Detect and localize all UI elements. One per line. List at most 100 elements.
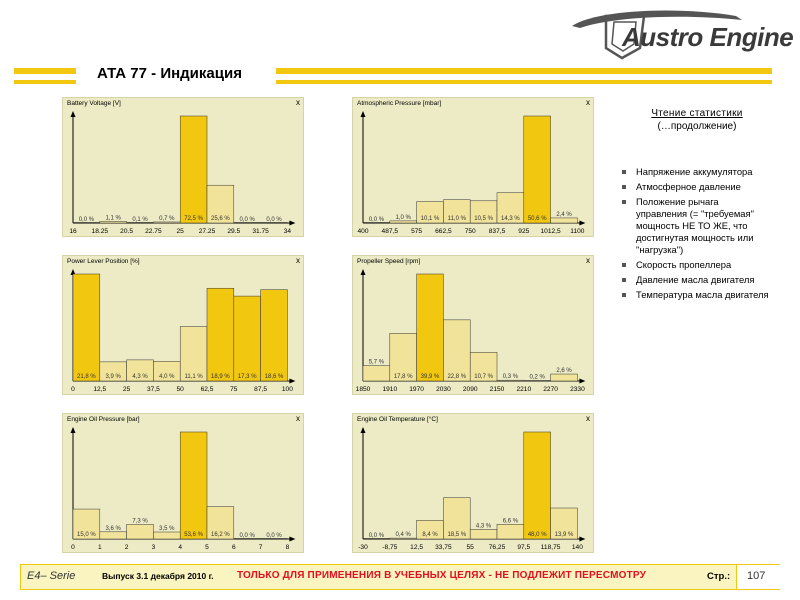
bar-value-label: 11,0 %: [448, 216, 467, 222]
bar-value-label: 2,4 %: [556, 212, 572, 218]
x-tick-label: 1850: [356, 386, 371, 393]
bar-value-label: 0,7 %: [159, 216, 175, 222]
bar-value-label: 0,0 %: [240, 533, 256, 539]
bar-value-label: 4,3 %: [132, 374, 148, 380]
histogram-bar: [496, 524, 525, 540]
list-item: Температура масла двигателя: [612, 289, 772, 301]
bar-value-label: 5,7 %: [369, 360, 385, 366]
chart-panel-engine-oil-temperature: Engine Oil Temperature [°C] x 0,0 % 0,4 %…: [352, 413, 594, 553]
bar-value-label: 21,8 %: [77, 374, 96, 380]
histogram-bar: [206, 184, 235, 224]
footer-issue: Выпуск 3.1 декабря 2010 г.: [102, 571, 214, 581]
list-item: Положение рычага управления (= "требуема…: [612, 196, 772, 256]
y-axis-arrow-icon: [70, 269, 76, 275]
bar-value-label: 0,0 %: [266, 217, 282, 223]
x-tick-label: 575: [411, 228, 422, 235]
chart-panel-atmospheric-pressure: Atmospheric Pressure [mbar] x 0,0 % 1,0 %…: [352, 97, 594, 237]
close-icon[interactable]: x: [586, 414, 590, 423]
histogram-bar: [496, 379, 525, 382]
x-tick-label: 34: [284, 228, 292, 235]
bar-value-label: 0,0 %: [240, 217, 256, 223]
x-tick-label: 0: [71, 386, 75, 393]
bar-value-label: 1,1 %: [106, 215, 122, 221]
x-tick-label: 20.5: [120, 228, 133, 235]
statistics-notes: Чтение статистики (…продолжение) Напряже…: [612, 108, 782, 304]
header-accent-bar: [276, 68, 772, 74]
close-icon[interactable]: x: [296, 256, 300, 265]
histogram-bar: [443, 319, 471, 382]
x-tick-label: 7: [259, 544, 263, 551]
bar-value-label: 10,7 %: [474, 374, 493, 380]
histogram-bar: [550, 373, 578, 382]
bar-value-label: 1,0 %: [396, 215, 412, 221]
histogram-bar: [496, 192, 525, 224]
histogram-bar: [179, 115, 208, 224]
histogram-bar: [389, 537, 417, 540]
histogram-bar: [550, 507, 578, 540]
chart-title: Atmospheric Pressure [mbar]: [357, 100, 442, 107]
histogram-bar: [99, 531, 127, 540]
x-tick-label: 16: [69, 228, 77, 235]
histogram-bar: [72, 273, 101, 382]
x-tick-label: 37,5: [147, 386, 160, 393]
list-item: Напряжение аккумулятора: [612, 166, 772, 178]
bar-value-label: 6,6 %: [503, 518, 519, 524]
histogram-bar: [389, 220, 417, 224]
page-title: АТА 77 - Индикация: [97, 65, 242, 82]
chart-propeller-speed: 5,7 % 17,8 % 39,9 % 22,8 % 10,7 % 0,3 % 0,2 % 2…: [356, 269, 586, 393]
footer-warning: ТОЛЬКО ДЛЯ ПРИМЕНЕНИЯ В УЧЕБНЫХ ЦЕЛЯХ - …: [237, 570, 647, 581]
notes-subtitle: (…продолжение): [657, 121, 737, 132]
x-tick-label: 75: [230, 386, 238, 393]
list-item: Атмосферное давление: [612, 181, 772, 193]
bar-value-label: 10,1 %: [421, 216, 440, 222]
histogram-bar: [550, 217, 578, 224]
chart-title: Engine Oil Temperature [°C]: [357, 416, 438, 423]
x-tick-label: 18.25: [92, 228, 109, 235]
bar-value-label: 72,5 %: [184, 216, 203, 222]
close-icon[interactable]: x: [586, 256, 590, 265]
chart-atmospheric-pressure: 0,0 % 1,0 % 10,1 % 11,0 % 10,5 % 14,3 % 50,6 %…: [357, 111, 586, 235]
bar-value-label: 13,9 %: [555, 532, 574, 538]
bullet-icon: [622, 200, 626, 204]
x-tick-label: 837,5: [489, 228, 506, 235]
chart-engine-oil-pressure: 15,0 % 3,6 % 7,3 % 3,5 % 53,6 % 16,2 % 0,0 % 0,…: [70, 427, 296, 551]
x-tick-label: 2330: [570, 386, 585, 393]
x-tick-label: 400: [357, 228, 368, 235]
x-tick-label: 1012,5: [541, 228, 562, 235]
x-axis-arrow-icon: [289, 378, 296, 384]
x-tick-label: 5: [205, 544, 209, 551]
bar-value-label: 0,0 %: [79, 217, 95, 223]
bar-value-label: 10,5 %: [474, 216, 493, 222]
close-icon[interactable]: x: [586, 98, 590, 107]
austro-engine-logo: [572, 10, 742, 60]
bar-value-label: 22,8 %: [447, 374, 466, 380]
bar-value-label: 4,3 %: [476, 523, 492, 529]
bullet-icon: [622, 293, 626, 297]
y-axis-arrow-icon: [70, 427, 76, 433]
close-icon[interactable]: x: [296, 414, 300, 423]
x-tick-label: 76,25: [489, 544, 506, 551]
bar-value-label: 18,9 %: [211, 374, 230, 380]
y-axis-arrow-icon: [360, 269, 366, 275]
y-axis-arrow-icon: [70, 111, 76, 117]
x-tick-label: 50: [177, 386, 185, 393]
chart-title: Propeller Speed [rpm]: [357, 258, 421, 265]
page-number: 107: [747, 570, 766, 582]
x-tick-label: 25: [177, 228, 185, 235]
x-tick-label: 97,5: [517, 544, 530, 551]
histogram-bar: [206, 287, 235, 382]
chart-title: Engine Oil Pressure [bar]: [67, 416, 140, 423]
x-tick-label: 1910: [382, 386, 397, 393]
x-tick-label: 12,5: [93, 386, 106, 393]
histogram-bar: [126, 524, 154, 540]
bullet-icon: [622, 263, 626, 267]
x-tick-label: 33,75: [435, 544, 452, 551]
x-tick-label: 6: [232, 544, 236, 551]
bar-value-label: 14,3 %: [501, 216, 520, 222]
histogram-bar: [523, 115, 551, 224]
close-icon[interactable]: x: [296, 98, 300, 107]
bar-value-label: 3,9 %: [106, 374, 122, 380]
bar-value-label: 18,6 %: [265, 374, 284, 380]
x-tick-label: 55: [467, 544, 475, 551]
bar-value-label: 11,1 %: [184, 374, 203, 380]
